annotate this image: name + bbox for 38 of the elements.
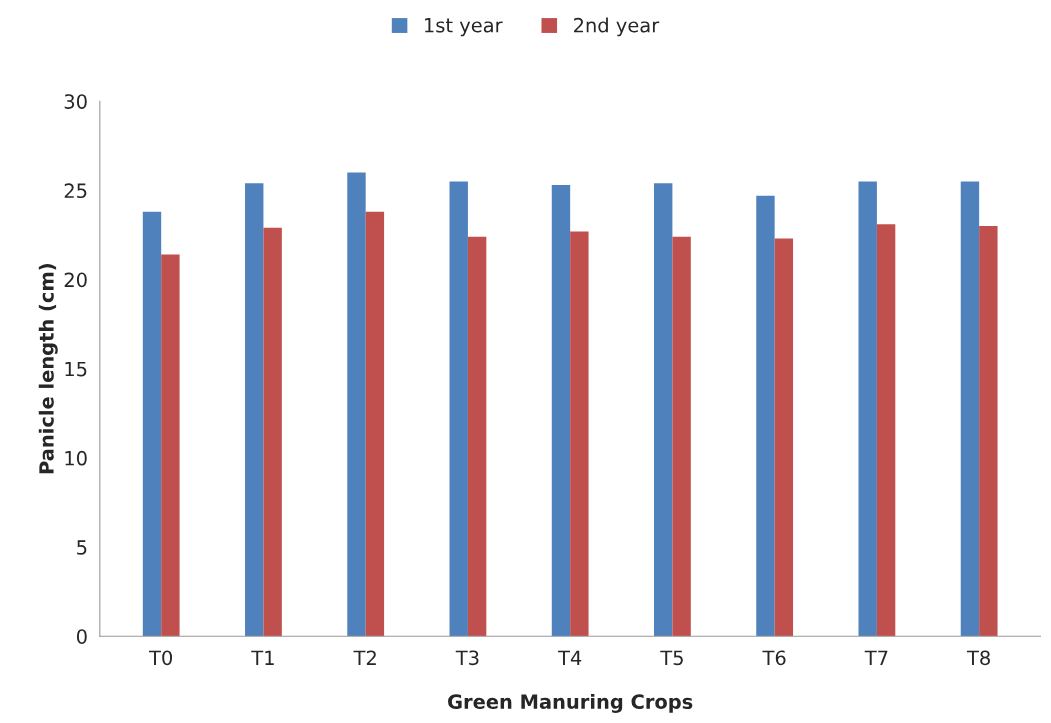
bar — [570, 231, 589, 637]
y-tick-label: 25 — [64, 183, 87, 199]
bar — [756, 195, 775, 637]
y-tick-label: 15 — [65, 361, 87, 377]
y-tick-label: 20 — [64, 272, 87, 288]
bar — [654, 183, 673, 637]
bar — [551, 185, 571, 637]
bar — [347, 172, 366, 637]
x-tick-label: T8 — [966, 650, 990, 666]
x-tick-label: T3 — [455, 650, 479, 666]
bar — [979, 226, 998, 637]
x-axis-title: Green Manuring Crops — [448, 693, 693, 713]
bar — [263, 227, 282, 637]
bar — [858, 181, 877, 637]
legend-label: 1st year — [425, 18, 503, 37]
y-tick-label: 10 — [65, 450, 87, 466]
x-tick-label: T1 — [251, 650, 274, 665]
bar — [449, 181, 468, 637]
bar — [467, 236, 487, 637]
x-tick-label: T5 — [660, 650, 683, 666]
y-axis-title: Panicle length (cm) — [38, 264, 58, 474]
bar — [774, 238, 794, 637]
bar — [365, 211, 385, 637]
bar — [142, 211, 162, 637]
legend-label: 2nd year — [574, 17, 660, 37]
bar — [161, 254, 180, 637]
y-tick-label: 5 — [77, 540, 87, 555]
x-tick-label: T2 — [353, 650, 376, 665]
bar — [672, 236, 691, 637]
x-tick-label: T0 — [149, 650, 173, 666]
x-tick-label: T6 — [762, 650, 786, 666]
y-tick-label: 0 — [76, 629, 87, 644]
bar — [960, 181, 980, 637]
y-tick-label: 30 — [64, 94, 87, 109]
bar — [245, 183, 264, 637]
x-tick-label: T7 — [864, 650, 888, 665]
bar — [876, 224, 896, 637]
x-tick-label: T4 — [557, 650, 582, 665]
